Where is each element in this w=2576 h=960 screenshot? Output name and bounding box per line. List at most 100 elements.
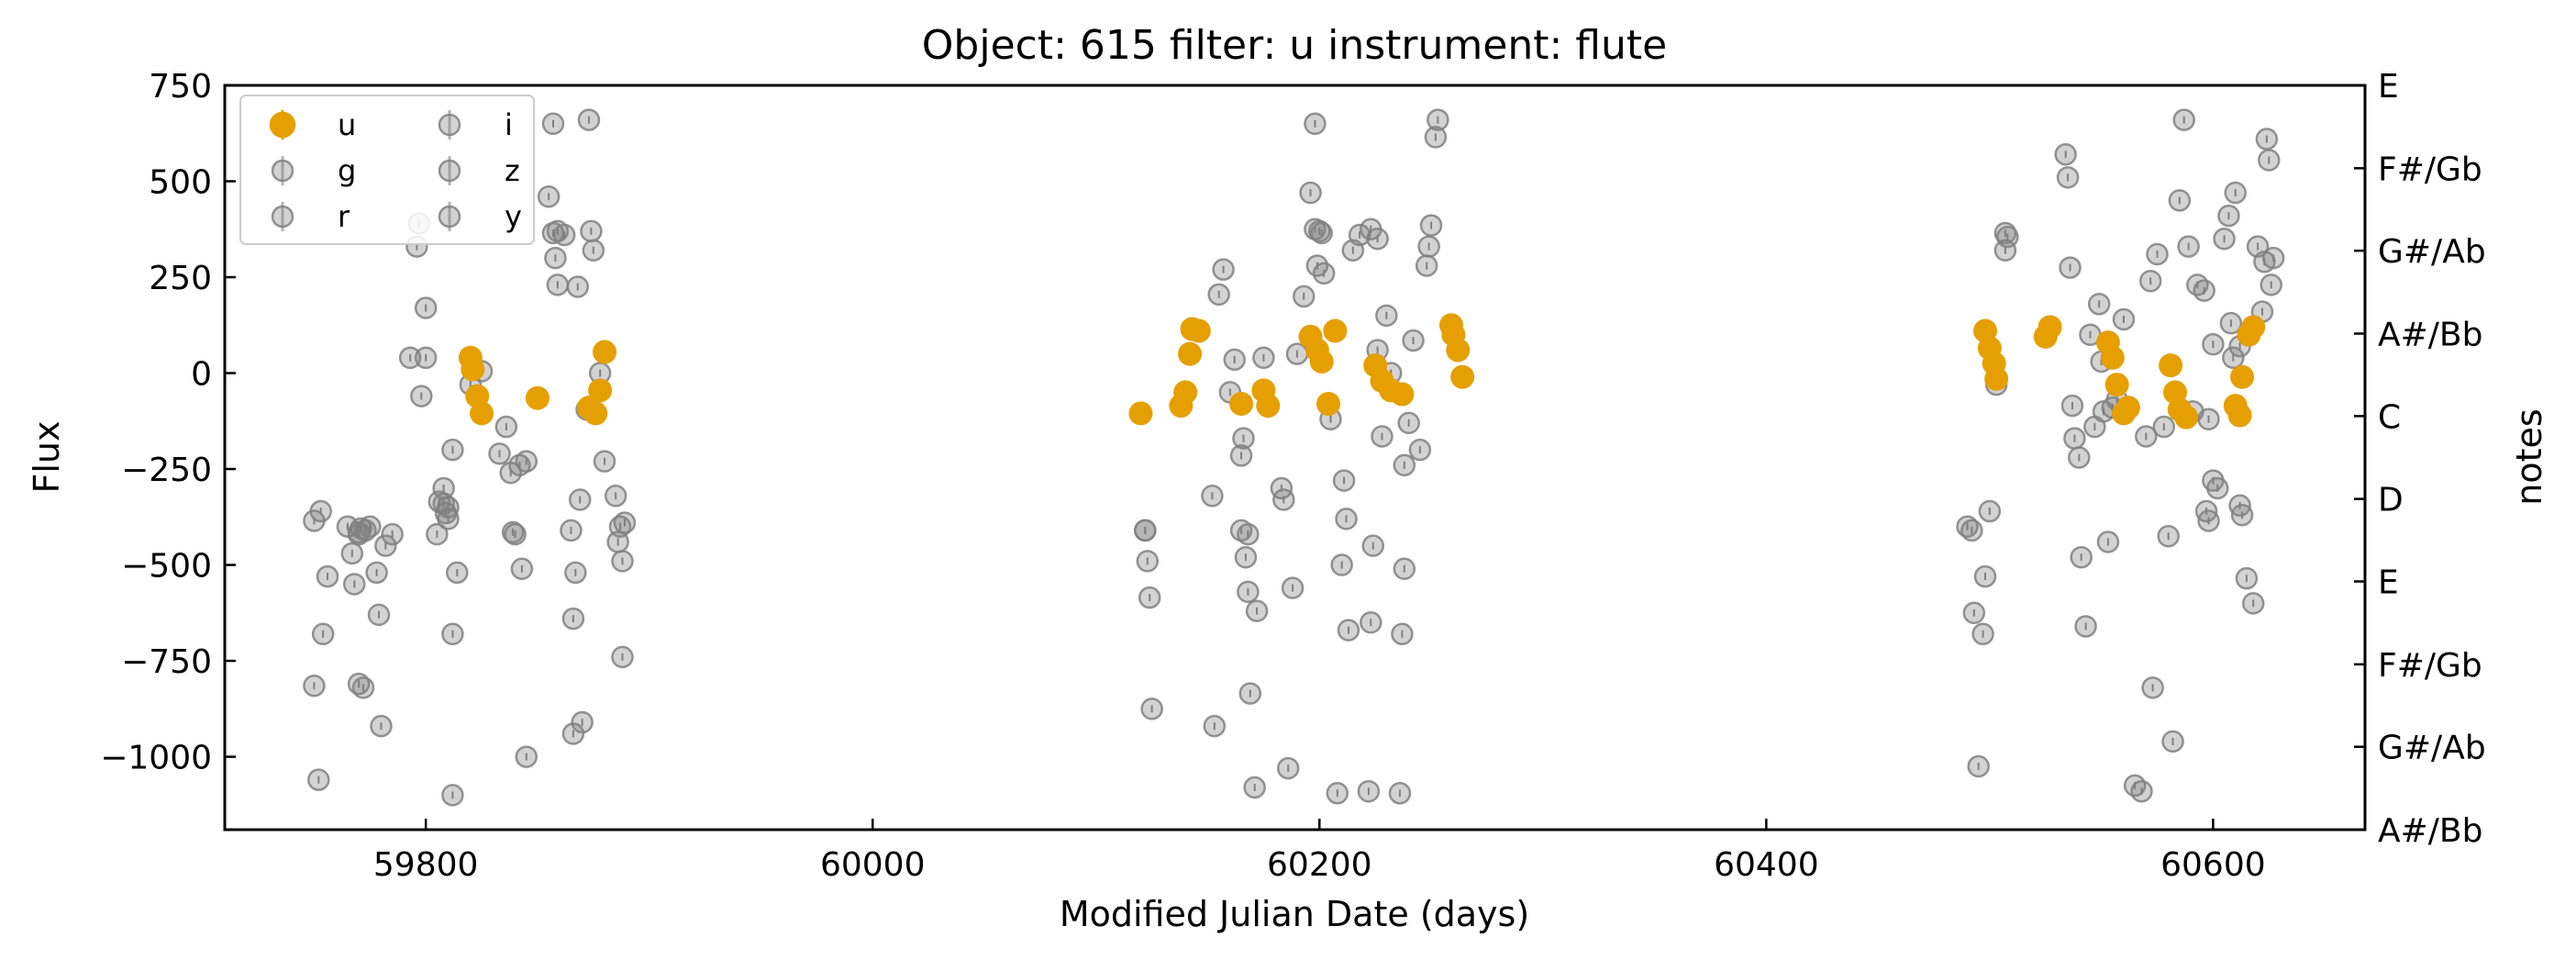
point-g-24 <box>426 522 449 546</box>
point-g-65 <box>611 550 634 573</box>
point-y-22 <box>2202 469 2225 492</box>
point-i-33 <box>2168 189 2192 212</box>
point-g-60 <box>604 485 627 508</box>
point-r-46 <box>1393 557 1416 580</box>
legend-box <box>239 95 535 245</box>
point-i-38 <box>2193 279 2215 302</box>
point-g-23 <box>414 346 438 370</box>
point-y-15 <box>1366 227 1389 251</box>
point-y-2 <box>354 519 377 542</box>
point-z-14 <box>2261 246 2285 270</box>
point-g-55 <box>577 108 601 131</box>
legend-label: r <box>338 199 350 234</box>
point-u-45 <box>2174 405 2199 430</box>
point-r-41 <box>1371 425 1393 448</box>
point-r-42 <box>1375 304 1398 328</box>
point-y-13 <box>1310 221 1333 245</box>
point-i-13 <box>2070 545 2093 569</box>
point-y-21 <box>2230 503 2254 527</box>
legend-item-u: u <box>269 107 356 142</box>
legend-label: u <box>338 107 356 142</box>
x-axis-label: Modified Julian Date (days) <box>1060 894 1529 934</box>
legend-marker <box>271 205 294 229</box>
point-r-31 <box>1330 553 1353 576</box>
point-g-48 <box>560 519 583 542</box>
point-i-4 <box>1978 499 2002 523</box>
point-r-7 <box>1212 258 1235 281</box>
point-g-52 <box>566 275 590 298</box>
y2-tick-label-4: C <box>2378 398 2401 436</box>
point-u-41 <box>2115 396 2140 420</box>
point-r-14 <box>1238 682 1262 705</box>
point-g-57 <box>582 239 605 262</box>
point-u-48 <box>2230 364 2255 389</box>
point-u-4 <box>525 385 550 410</box>
legend-marker <box>438 113 461 137</box>
point-r-54 <box>1424 126 1448 149</box>
point-i-7 <box>2054 142 2077 166</box>
point-y-19 <box>1996 225 2019 249</box>
point-r-23 <box>1292 285 1316 308</box>
legend-label: y <box>505 199 522 234</box>
y-tick-label-4: −250 <box>121 452 212 489</box>
point-g-16 <box>374 534 397 557</box>
point-y-11 <box>1237 522 1260 546</box>
point-u-38 <box>2100 345 2125 370</box>
point-g-5 <box>303 674 326 698</box>
point-u-8 <box>592 340 616 364</box>
point-i-9 <box>2059 256 2082 279</box>
y-tick-label-7: −1000 <box>100 740 212 777</box>
point-r-20 <box>1276 756 1300 780</box>
point-i-35 <box>2177 235 2200 258</box>
point-g-15 <box>370 714 393 738</box>
legend-item-r: r <box>271 199 350 234</box>
point-r-32 <box>1332 469 1356 492</box>
point-i-12 <box>2068 446 2091 469</box>
legend-item-y: y <box>438 199 522 234</box>
point-g-41 <box>515 745 539 768</box>
point-z-6 <box>2235 566 2259 590</box>
point-r-34 <box>1337 619 1360 642</box>
point-u-20 <box>1309 349 1334 374</box>
point-u-17 <box>1256 394 1281 419</box>
point-r-33 <box>1335 508 1358 530</box>
point-g-21 <box>410 385 433 407</box>
y2-tick-label-0: E <box>2378 68 2399 106</box>
point-g-31 <box>441 784 464 807</box>
point-g-35 <box>488 442 511 465</box>
point-r-39 <box>1361 534 1384 557</box>
point-r-44 <box>1388 782 1412 805</box>
point-r-2 <box>1138 586 1161 609</box>
point-u-9 <box>1128 401 1153 426</box>
point-i-28 <box>2141 676 2164 699</box>
point-g-8 <box>342 573 366 596</box>
point-g-14 <box>367 603 391 627</box>
point-i-0 <box>1962 601 1986 625</box>
point-i-3 <box>1973 564 1997 588</box>
legend-label: i <box>505 107 513 142</box>
y2-tick-label-9: A#/Bb <box>2378 812 2482 850</box>
point-r-55 <box>1427 108 1449 131</box>
point-z-0 <box>2213 227 2236 251</box>
legend-marker <box>269 111 296 139</box>
point-g-45 <box>544 246 567 270</box>
point-r-5 <box>1203 714 1227 738</box>
y2-tick-label-7: F#/Gb <box>2378 647 2482 685</box>
y-axis-label: Flux <box>27 421 67 494</box>
point-i-31 <box>2157 524 2180 548</box>
legend-item-g: g <box>271 153 356 188</box>
point-g-13 <box>365 561 388 585</box>
legend-marker <box>438 205 461 229</box>
point-u-1 <box>461 357 485 382</box>
point-g-44 <box>541 112 565 136</box>
point-r-28 <box>1312 262 1336 285</box>
plot-frame <box>223 84 2367 832</box>
point-r-36 <box>1348 223 1371 247</box>
x-axis: 59800 60000 60200 60400 60600 <box>373 819 2266 884</box>
point-i-34 <box>2172 108 2195 131</box>
y2-tick-label-2: G#/Ab <box>2378 233 2486 271</box>
x-tick-label-60600: 60600 <box>2160 846 2266 884</box>
legend-marker <box>271 159 294 183</box>
legend: ugr izy <box>239 95 535 245</box>
